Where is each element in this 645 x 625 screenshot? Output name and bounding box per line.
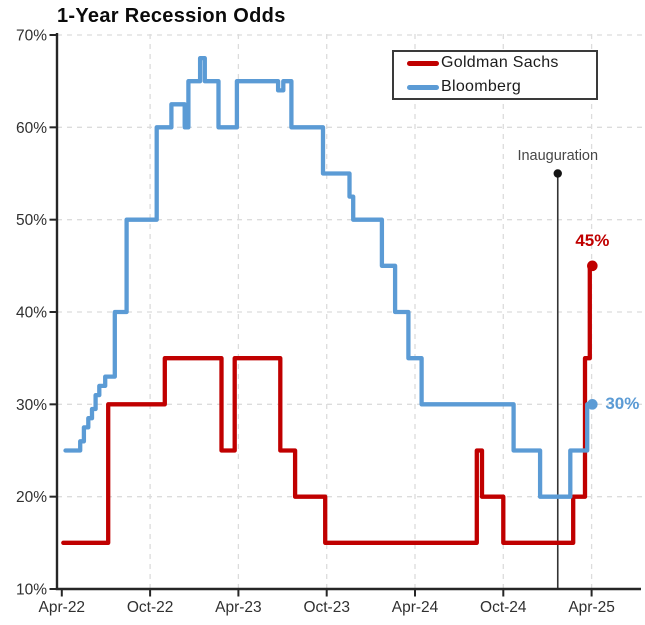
y-tick-label: 60%: [16, 120, 47, 137]
y-tick-label: 30%: [16, 397, 47, 414]
bloomberg-line: [63, 55, 595, 499]
goldman-sachs-line: [61, 263, 595, 545]
gridlines: [57, 34, 642, 588]
goldman-sachs-end-dot: [587, 260, 598, 272]
y-tick-label: 40%: [16, 305, 47, 322]
x-tick-label: Apr-22: [39, 599, 86, 616]
goldman-sachs-end-value-label: 45%: [575, 230, 610, 250]
chart-title: 1-Year Recession Odds: [57, 5, 286, 27]
x-tick-label: Oct-24: [480, 599, 527, 616]
bloomberg-end-dot: [587, 399, 598, 410]
legend-label-goldman-sachs: Goldman Sachs: [441, 54, 559, 71]
legend-item-bloomberg: Bloomberg: [407, 77, 596, 97]
x-tick-label: Apr-23: [215, 599, 262, 616]
y-tick-label: 20%: [16, 489, 47, 506]
legend-item-goldman-sachs: Goldman Sachs: [407, 53, 596, 73]
inauguration-dot: [553, 169, 562, 178]
bloomberg-end-value-label: 30%: [605, 393, 640, 413]
x-tick-label: Apr-24: [392, 599, 439, 616]
x-tick-label: Oct-22: [127, 599, 174, 616]
y-tick-label: 50%: [16, 212, 47, 229]
inauguration-label: Inauguration: [517, 148, 599, 164]
legend: Goldman Sachs Bloomberg: [392, 50, 598, 100]
x-tick-label: Apr-25: [568, 599, 615, 616]
x-tick-label: Oct-23: [303, 599, 350, 616]
bloomberg-line-swatch: [407, 84, 439, 90]
legend-label-bloomberg: Bloomberg: [441, 78, 522, 95]
y-tick-label: 10%: [16, 582, 47, 599]
y-tick-label: 70%: [16, 28, 47, 45]
goldman-sachs-line-swatch: [407, 60, 439, 66]
